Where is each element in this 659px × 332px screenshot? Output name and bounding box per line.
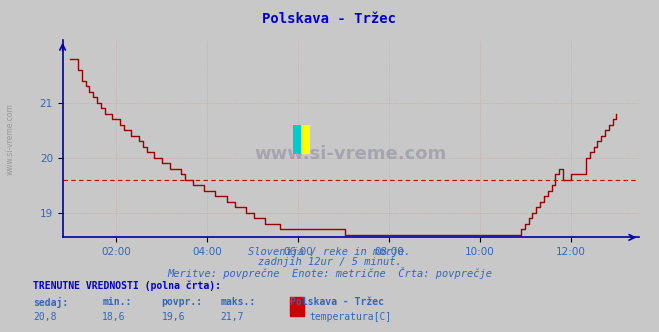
Text: 19,6: 19,6 — [161, 312, 185, 322]
Text: TRENUTNE VREDNOSTI (polna črta):: TRENUTNE VREDNOSTI (polna črta): — [33, 281, 221, 291]
Text: 20,8: 20,8 — [33, 312, 57, 322]
Text: maks.:: maks.: — [221, 297, 256, 307]
Bar — [302, 124, 310, 154]
Bar — [293, 124, 302, 154]
Text: Polskava - Tržec: Polskava - Tržec — [290, 297, 384, 307]
Text: Polskava - Tržec: Polskava - Tržec — [262, 12, 397, 26]
Text: Meritve: povprečne  Enote: metrične  Črta: povprečje: Meritve: povprečne Enote: metrične Črta:… — [167, 267, 492, 279]
Text: povpr.:: povpr.: — [161, 297, 202, 307]
Text: Slovenija / reke in morje.: Slovenija / reke in morje. — [248, 247, 411, 257]
Text: 18,6: 18,6 — [102, 312, 126, 322]
Text: 21,7: 21,7 — [221, 312, 244, 322]
Text: www.si-vreme.com: www.si-vreme.com — [255, 145, 447, 163]
Text: www.si-vreme.com: www.si-vreme.com — [5, 104, 14, 175]
Text: zadnjih 12ur / 5 minut.: zadnjih 12ur / 5 minut. — [258, 257, 401, 267]
Text: min.:: min.: — [102, 297, 132, 307]
Text: temperatura[C]: temperatura[C] — [310, 312, 392, 322]
Text: sedaj:: sedaj: — [33, 297, 68, 308]
